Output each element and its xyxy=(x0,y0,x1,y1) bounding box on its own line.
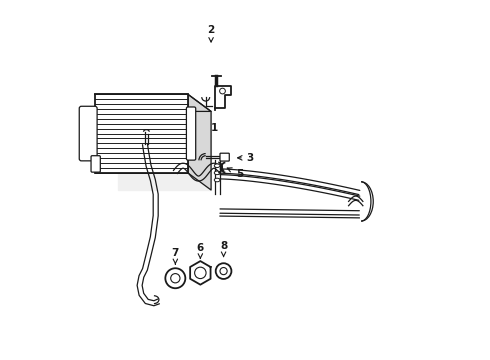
Circle shape xyxy=(220,267,227,275)
Text: 1: 1 xyxy=(202,123,218,133)
Ellipse shape xyxy=(214,178,220,182)
Circle shape xyxy=(216,263,231,279)
Ellipse shape xyxy=(214,164,220,167)
Text: 2: 2 xyxy=(207,25,215,42)
FancyBboxPatch shape xyxy=(186,107,196,160)
Polygon shape xyxy=(190,261,211,285)
FancyBboxPatch shape xyxy=(95,94,188,173)
Text: 6: 6 xyxy=(196,243,204,258)
Text: 4: 4 xyxy=(138,138,152,148)
Text: 7: 7 xyxy=(172,248,179,264)
Circle shape xyxy=(165,268,185,288)
Text: 5: 5 xyxy=(227,168,243,179)
Polygon shape xyxy=(188,94,211,190)
Polygon shape xyxy=(95,94,211,111)
FancyBboxPatch shape xyxy=(220,153,229,161)
Polygon shape xyxy=(118,111,211,190)
Circle shape xyxy=(195,267,206,279)
Text: 3: 3 xyxy=(238,153,254,163)
Ellipse shape xyxy=(214,171,220,175)
Circle shape xyxy=(171,274,180,283)
FancyBboxPatch shape xyxy=(91,156,100,172)
FancyBboxPatch shape xyxy=(79,106,97,161)
Circle shape xyxy=(220,88,225,94)
Text: 8: 8 xyxy=(220,241,227,257)
